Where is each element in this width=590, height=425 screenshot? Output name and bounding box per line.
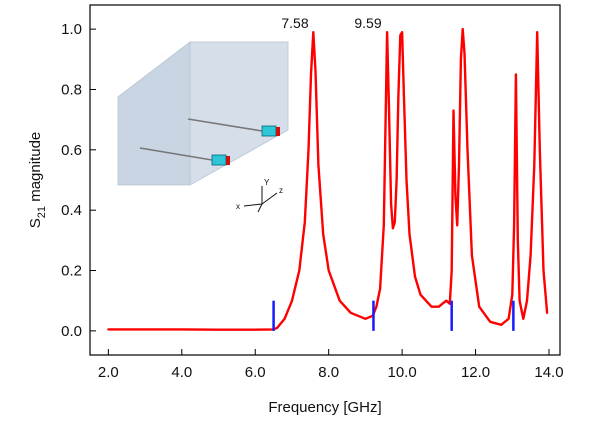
x-tick-label: 2.0: [98, 364, 119, 381]
x-tick-label: 8.0: [318, 364, 339, 381]
axis-label-y: Y: [264, 178, 270, 187]
x-tick-label: 14.0: [534, 364, 563, 381]
peak-label-2: 9.59: [354, 15, 381, 31]
y-tick-label: 0.4: [61, 202, 82, 219]
axis-label-z: z: [279, 186, 283, 195]
y-axis-title-sub: 21: [36, 206, 48, 218]
box-front-face: [117, 41, 191, 186]
peak-label-1: 7.58: [281, 15, 308, 31]
x-tick-label: 12.0: [461, 364, 490, 381]
x-axis-ticks: 2.0 4.0 6.0 8.0 10.0 12.0 14.0: [98, 349, 564, 381]
y-tick-label: 0.8: [61, 81, 82, 98]
y-tick-label: 0.0: [61, 323, 82, 340]
y-axis-title-main: S: [27, 218, 44, 228]
y-axis-title-rest: magnitude: [27, 132, 44, 206]
box-right-face: [189, 41, 289, 186]
coordinate-axes: Y x z: [236, 178, 283, 213]
x-axis-title: Frequency [GHz]: [268, 399, 381, 416]
vertical-markers: [272, 300, 515, 331]
x-tick-label: 6.0: [245, 364, 266, 381]
inset-3d-diagram: Y x z: [116, 41, 290, 213]
x-tick-label: 10.0: [388, 364, 417, 381]
s21-curve: [107, 27, 549, 331]
axis-label-x: x: [236, 202, 240, 211]
plot-frame: [89, 4, 561, 356]
x-tick-label: 4.0: [171, 364, 192, 381]
probe-lower: [139, 147, 230, 166]
y-axis-ticks: 0.0 0.2 0.4 0.6 0.8 1.0: [61, 21, 96, 340]
y-axis-title: S21 magnitude: [27, 132, 48, 228]
y-tick-label: 0.6: [61, 142, 82, 159]
y-tick-label: 0.2: [61, 263, 82, 280]
y-tick-label: 1.0: [61, 21, 82, 38]
probe-upper: [187, 118, 280, 137]
